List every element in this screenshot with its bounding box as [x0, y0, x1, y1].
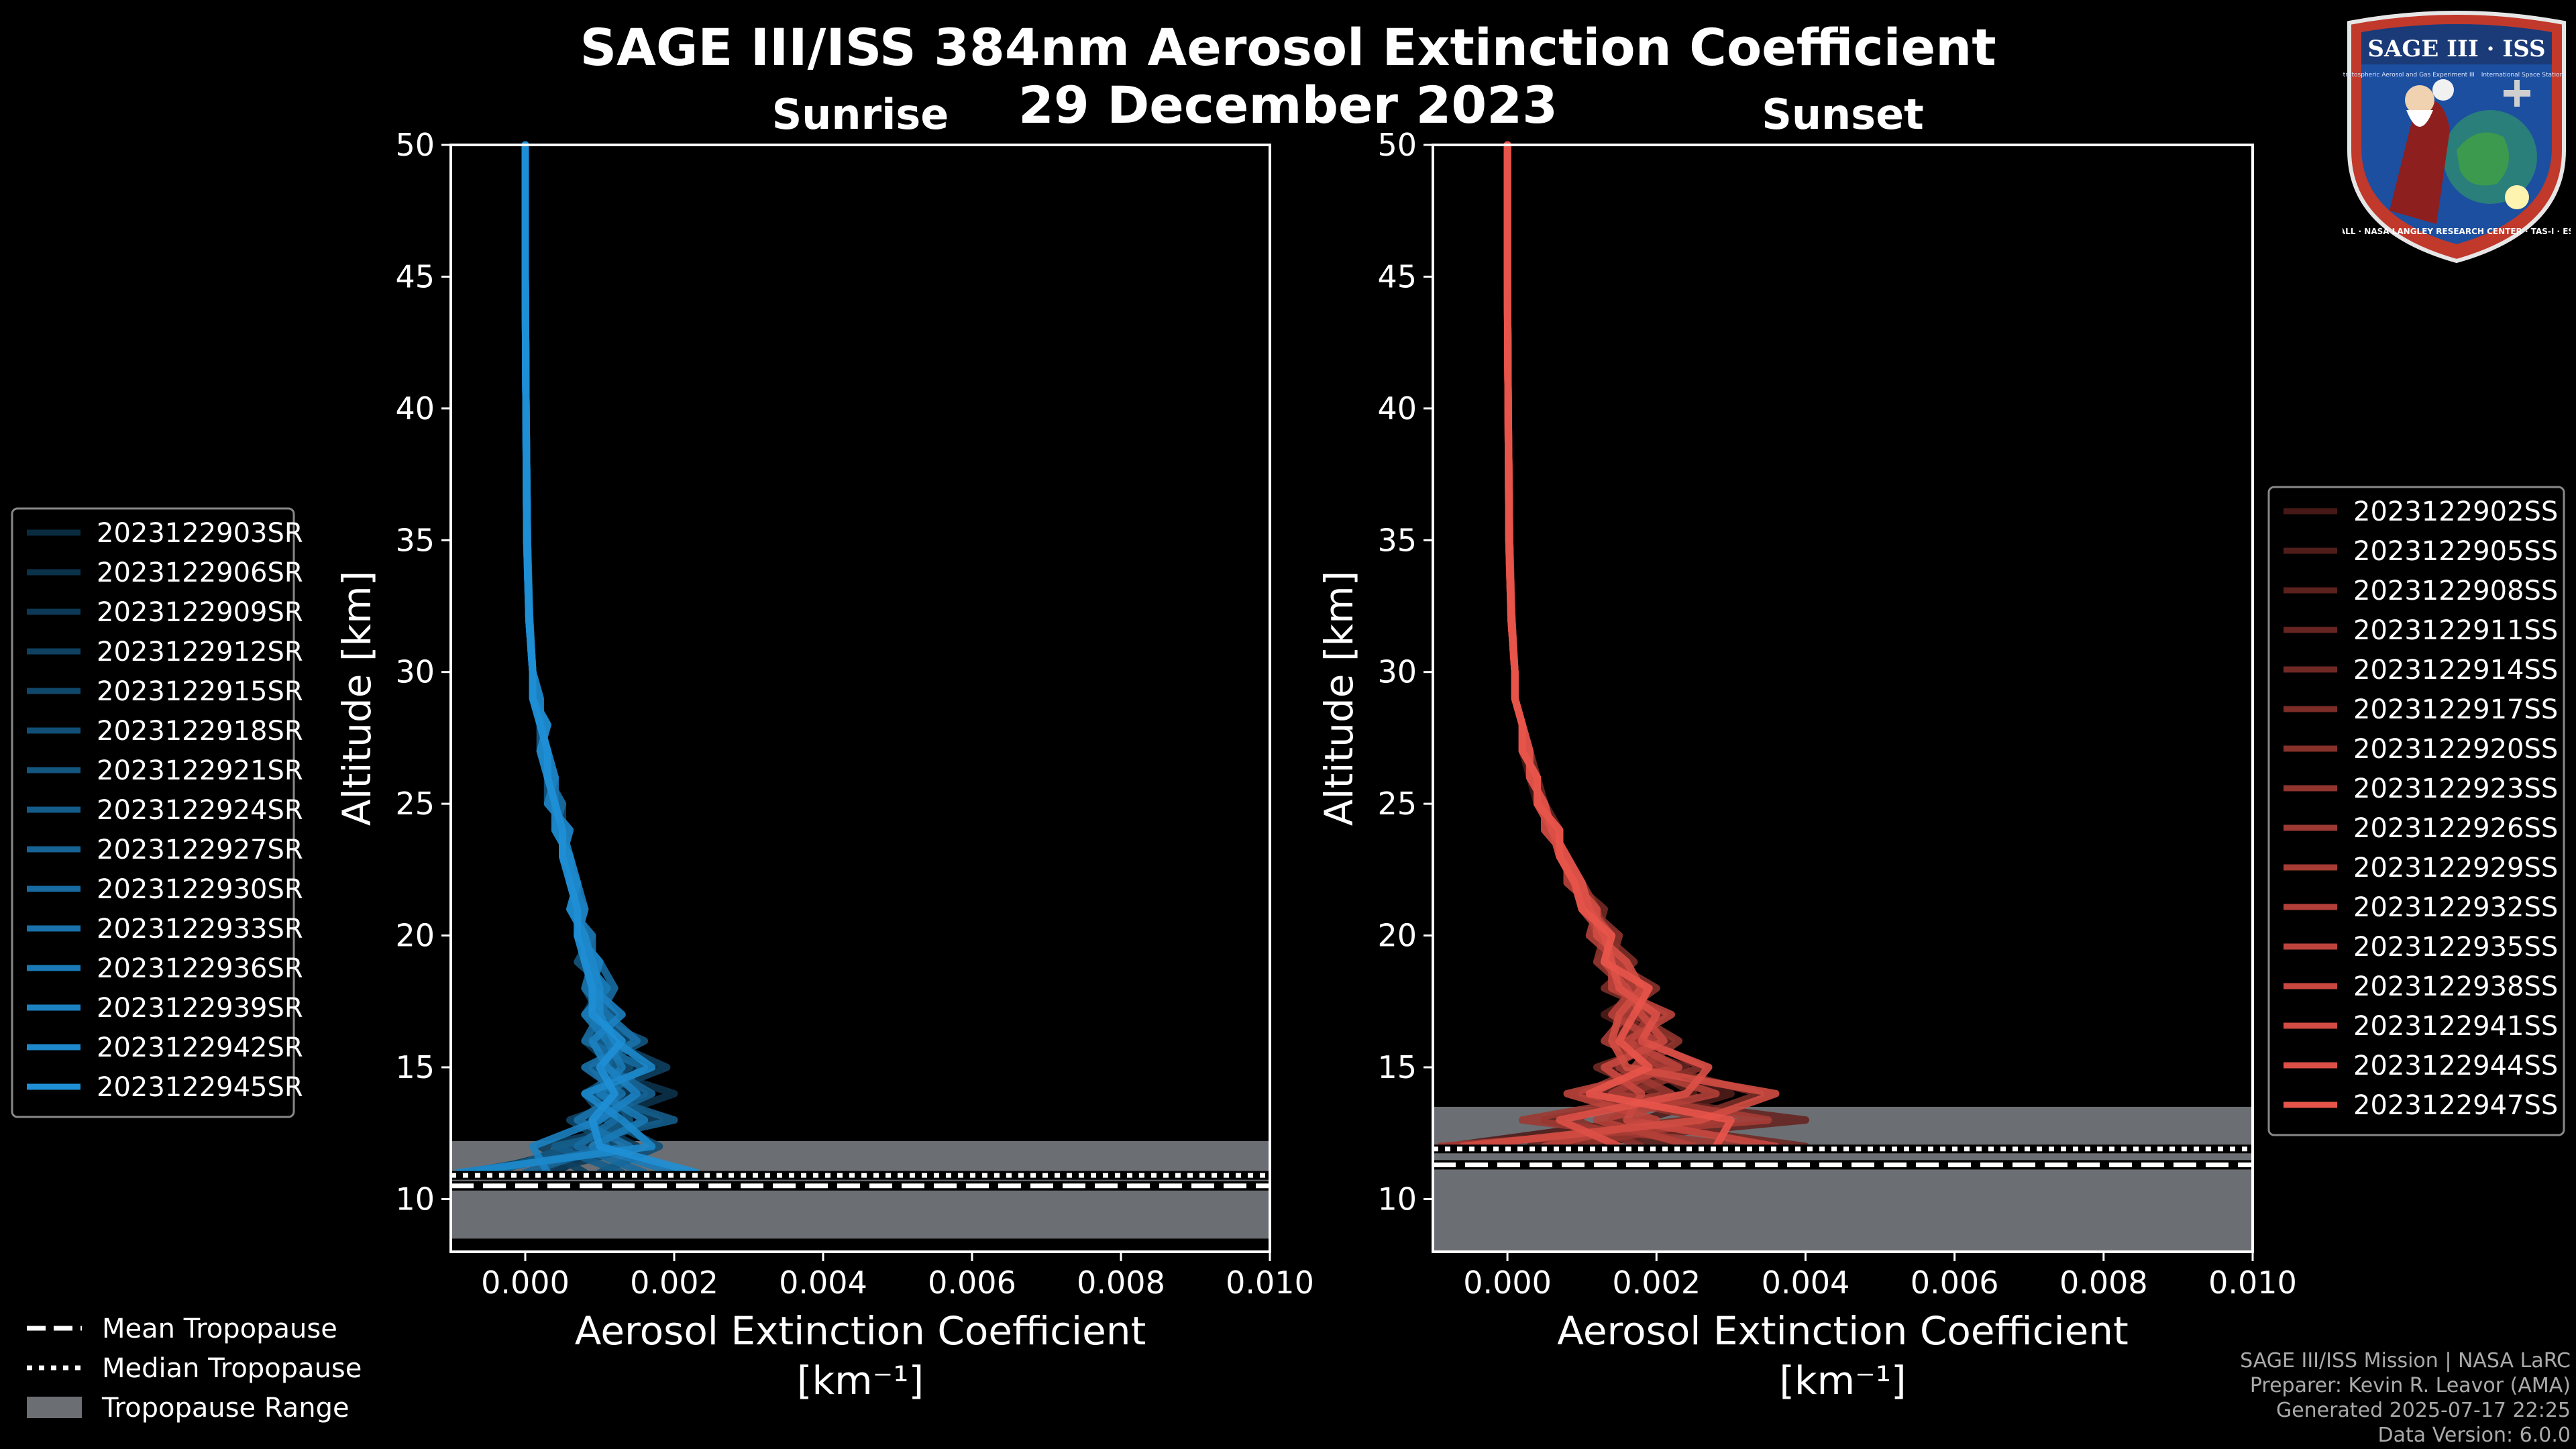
sunrise-legend-label: 2023122945SR: [97, 1072, 303, 1103]
sunset-x-tick-label: 0.010: [2208, 1265, 2297, 1301]
sunrise-profile-2023122945SR: [521, 141, 700, 1177]
sunrise-x-tick-label: 0.002: [630, 1265, 718, 1301]
sunrise-plot-frame: [449, 144, 1271, 1253]
footer-line-mission: SAGE III/ISS Mission | NASA LaRC: [2240, 1349, 2571, 1373]
sunrise-y-tick-label: 25: [395, 786, 435, 822]
sunrise-legend-label: 2023122930SR: [97, 874, 303, 905]
sunset-x-tick-label: 0.008: [2059, 1265, 2148, 1301]
logo-main-text: SAGE III · ISS: [2367, 36, 2545, 62]
sunrise-legend-label: 2023122924SR: [97, 795, 303, 826]
sunrise-legend-label: 2023122921SR: [97, 755, 303, 786]
sunset-x-tick-label: 0.006: [1911, 1265, 1999, 1301]
sunrise-x-axis-unit: [km⁻¹]: [797, 1358, 924, 1403]
sunset-legend-label: 2023122911SS: [2353, 615, 2558, 646]
sunset-y-tick-label: 50: [1377, 127, 1417, 163]
sunset-legend-box: [2267, 486, 2565, 1136]
sunrise-x-tick-label: 0.008: [1077, 1265, 1165, 1301]
tropo-legend-range-swatch: [27, 1397, 82, 1418]
sunrise-legend-label: 2023122942SR: [97, 1032, 303, 1063]
sunset-legend-label: 2023122947SS: [2353, 1090, 2558, 1121]
sunrise-legend-label: 2023122903SR: [97, 518, 303, 549]
tropo-legend-label: Mean Tropopause: [102, 1313, 337, 1344]
sunset-x-tick-label: 0.002: [1612, 1265, 1701, 1301]
sunset-legend-label: 2023122938SS: [2353, 971, 2558, 1002]
sunset-y-tick-label: 25: [1377, 786, 1417, 822]
sunrise-y-tick-label: 45: [395, 258, 435, 294]
sunset-x-axis-unit: [km⁻¹]: [1779, 1358, 1906, 1403]
sunrise-y-tick-label: 40: [395, 390, 435, 427]
sunset-y-tick-label: 30: [1377, 654, 1417, 690]
logo-ring-text: BALL · NASA LANGLEY RESEARCH CENTER · TA…: [2343, 227, 2571, 236]
sunrise-legend-box: [11, 507, 295, 1118]
logo-sub-left: Stratospheric Aerosol and Gas Experiment…: [2343, 72, 2475, 78]
tropo-legend-label: Tropopause Range: [101, 1393, 350, 1424]
sunset-legend-label: 2023122932SS: [2353, 892, 2558, 923]
sunset-x-tick-label: 0.000: [1463, 1265, 1552, 1301]
footer-line-preparer: Preparer: Kevin R. Leavor (AMA): [2249, 1374, 2571, 1397]
sunrise-y-tick-label: 35: [395, 522, 435, 558]
sunrise-y-tick-label: 10: [395, 1181, 435, 1217]
sunset-y-tick-label: 35: [1377, 522, 1417, 558]
sunrise-x-tick-label: 0.004: [779, 1265, 867, 1301]
sunset-plot-area: [1433, 145, 2253, 1252]
sunrise-legend-label: 2023122918SR: [97, 716, 303, 747]
sunrise-x-tick-label: 0.006: [928, 1265, 1016, 1301]
sunset-legend-label: 2023122917SS: [2353, 694, 2558, 725]
footer-line-version: Data Version: 6.0.0: [2377, 1424, 2571, 1447]
sunset-legend-label: 2023122920SS: [2353, 734, 2558, 765]
sunset-plot-frame: [1432, 144, 2254, 1253]
sunset-y-tick-label: 45: [1377, 258, 1417, 294]
sunset-y-axis-label: Altitude [km]: [1316, 571, 1362, 826]
sunset-legend-label: 2023122941SS: [2353, 1011, 2558, 1042]
sunset-legend-label: 2023122935SS: [2353, 932, 2558, 963]
sunrise-x-tick-label: 0.000: [481, 1265, 570, 1301]
footer-credits: SAGE III/ISS Mission | NASA LaRC Prepare…: [2240, 1348, 2571, 1448]
sunset-legend-label: 2023122923SS: [2353, 773, 2558, 804]
sunset-y-tick-label: 15: [1377, 1049, 1417, 1085]
sunrise-y-tick-label: 30: [395, 654, 435, 690]
footer-line-generated: Generated 2025-07-17 22:25: [2275, 1399, 2571, 1422]
sunrise-plot-area: [451, 145, 1270, 1252]
sunrise-legend-label: 2023122936SR: [97, 953, 303, 984]
sunrise-y-axis-label: Altitude [km]: [334, 571, 380, 826]
sunrise-legend-label: 2023122909SR: [97, 597, 303, 628]
sunset-x-axis-label: Aerosol Extinction Coefficient: [1557, 1308, 2129, 1354]
sunset-y-tick-label: 40: [1377, 390, 1417, 427]
sunrise-legend-label: 2023122915SR: [97, 676, 303, 707]
sunset-panel-title: Sunset: [1762, 90, 1924, 139]
sunset-legend-label: 2023122926SS: [2353, 813, 2558, 844]
sunrise-panel-title: Sunrise: [772, 90, 949, 139]
sunset-profile-2023122947SS: [1503, 141, 1735, 1150]
sunset-legend-label: 2023122905SS: [2353, 536, 2558, 567]
sunset-legend-label: 2023122929SS: [2353, 853, 2558, 883]
figure-title: SAGE III/ISS 384nm Aerosol Extinction Co…: [580, 17, 1996, 77]
sunrise-y-tick-label: 20: [395, 918, 435, 954]
sunset-legend-label: 2023122914SS: [2353, 655, 2558, 686]
sunrise-legend-label: 2023122933SR: [97, 914, 303, 945]
sunrise-legend-label: 2023122906SR: [97, 557, 303, 588]
sunrise-x-tick-label: 0.010: [1226, 1265, 1314, 1301]
sunrise-y-tick-label: 50: [395, 127, 435, 163]
sunset-legend-label: 2023122908SS: [2353, 576, 2558, 606]
sunset-y-tick-label: 20: [1377, 918, 1417, 954]
sunset-legend-label: 2023122944SS: [2353, 1051, 2558, 1081]
sunrise-legend-label: 2023122927SR: [97, 835, 303, 865]
logo-sub-right: International Space Station: [2481, 72, 2564, 78]
sunrise-legend-label: 2023122939SR: [97, 993, 303, 1024]
sunrise-y-tick-label: 15: [395, 1049, 435, 1085]
sunset-y-tick-label: 10: [1377, 1181, 1417, 1217]
sunrise-legend-label: 2023122912SR: [97, 637, 303, 667]
tropo-legend-label: Median Tropopause: [102, 1353, 362, 1384]
sunset-legend-label: 2023122902SS: [2353, 496, 2558, 527]
sunrise-x-axis-label: Aerosol Extinction Coefficient: [575, 1308, 1146, 1354]
figure-date: 29 December 2023: [1018, 75, 1558, 135]
sage-iii-iss-logo: SAGE III · ISS Stratospheric Aerosol and…: [2343, 11, 2571, 264]
sunset-x-tick-label: 0.004: [1762, 1265, 1850, 1301]
